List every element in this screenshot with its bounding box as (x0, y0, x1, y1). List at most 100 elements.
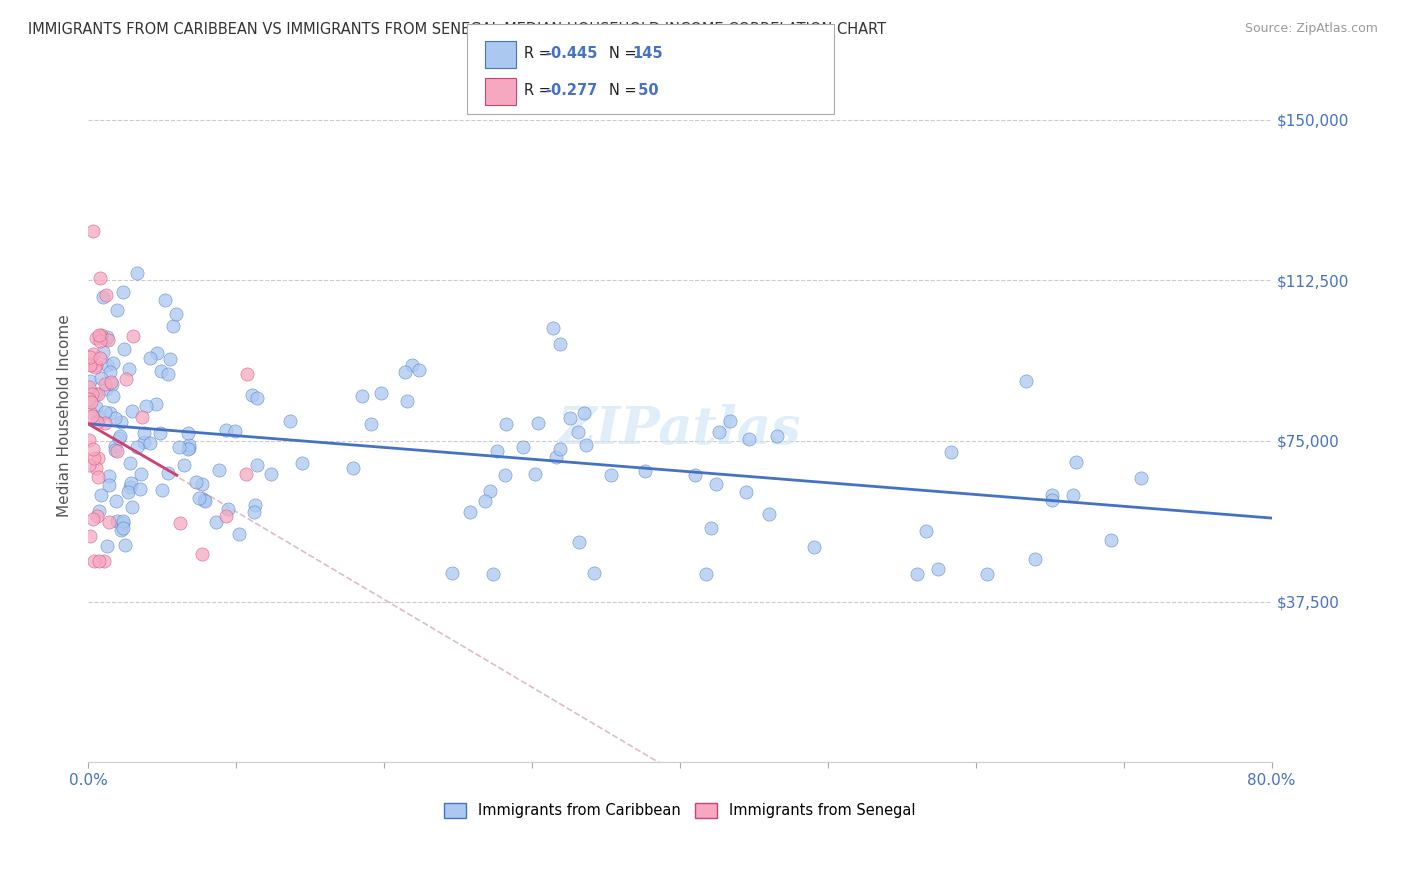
Point (546, 450, 568, 464)
Point (478, 484, 501, 499)
Point (167, 441, 190, 455)
Point (568, 534, 591, 549)
Point (96, 382, 118, 396)
Point (224, 425, 246, 439)
Point (96, 330, 118, 344)
Point (91, 345, 114, 359)
Point (89, 554, 111, 568)
Point (118, 362, 141, 376)
Point (350, 389, 373, 403)
Point (524, 467, 547, 481)
Point (704, 477, 727, 491)
Point (474, 494, 496, 508)
Point (494, 467, 516, 482)
Point (114, 538, 136, 552)
Point (173, 458, 195, 473)
Point (105, 514, 128, 528)
Point (734, 485, 756, 500)
Point (94, 288, 117, 302)
Point (240, 387, 263, 401)
Point (550, 442, 572, 457)
Point (481, 566, 503, 581)
Point (1040, 488, 1063, 502)
Point (98, 468, 121, 483)
Point (104, 442, 127, 457)
Point (80, 358, 103, 372)
Text: 145: 145 (633, 46, 664, 62)
Point (96, 332, 118, 346)
Point (121, 404, 143, 418)
Point (634, 464, 657, 478)
Point (152, 483, 174, 498)
Point (440, 566, 463, 580)
Point (107, 303, 129, 318)
Point (599, 468, 621, 483)
Point (84, 358, 107, 372)
Point (83, 554, 105, 568)
Point (193, 494, 215, 508)
Point (77, 458, 100, 472)
Point (1040, 493, 1063, 508)
Point (927, 562, 949, 576)
Text: N =: N = (609, 83, 641, 98)
Point (93, 290, 115, 304)
Point (94, 404, 117, 418)
Point (89, 410, 111, 425)
Point (127, 266, 149, 280)
Point (134, 435, 156, 450)
Point (575, 438, 598, 452)
Point (246, 458, 269, 473)
Legend: Immigrants from Caribbean, Immigrants from Senegal: Immigrants from Caribbean, Immigrants fr… (439, 797, 921, 824)
Point (700, 521, 723, 535)
Point (215, 508, 238, 523)
Point (153, 293, 176, 307)
Point (738, 432, 761, 446)
Point (1062, 488, 1084, 502)
Point (86, 415, 108, 429)
Point (146, 346, 169, 360)
Point (114, 372, 136, 386)
Point (93, 554, 115, 568)
Point (914, 524, 936, 538)
Point (80, 394, 103, 409)
Point (77, 392, 100, 406)
Point (134, 426, 156, 441)
Point (138, 351, 160, 366)
Point (159, 352, 181, 367)
Point (77, 379, 100, 393)
Point (96, 540, 118, 554)
Point (82, 346, 104, 360)
Point (87, 451, 110, 466)
Point (205, 515, 228, 529)
Point (567, 425, 589, 439)
Point (93, 376, 115, 391)
Point (87, 328, 110, 343)
Text: -0.445: -0.445 (546, 46, 598, 62)
Point (96, 359, 118, 373)
Point (111, 514, 134, 528)
Point (98, 515, 121, 529)
Point (111, 285, 134, 300)
Point (112, 343, 135, 357)
Point (84, 460, 107, 475)
Point (103, 389, 125, 403)
Point (86, 387, 108, 401)
Point (104, 438, 127, 452)
Point (117, 484, 139, 499)
Point (572, 406, 595, 420)
Point (111, 520, 134, 534)
Point (100, 406, 122, 420)
Point (77, 433, 100, 447)
Point (107, 431, 129, 445)
Point (191, 477, 214, 491)
Point (1064, 454, 1087, 468)
Point (105, 443, 128, 458)
Point (84, 331, 107, 345)
Point (108, 429, 131, 443)
Point (1130, 470, 1153, 484)
Point (79, 405, 101, 419)
Point (82, 224, 104, 238)
Point (89, 334, 111, 349)
Point (512, 440, 534, 454)
Point (97, 333, 120, 347)
